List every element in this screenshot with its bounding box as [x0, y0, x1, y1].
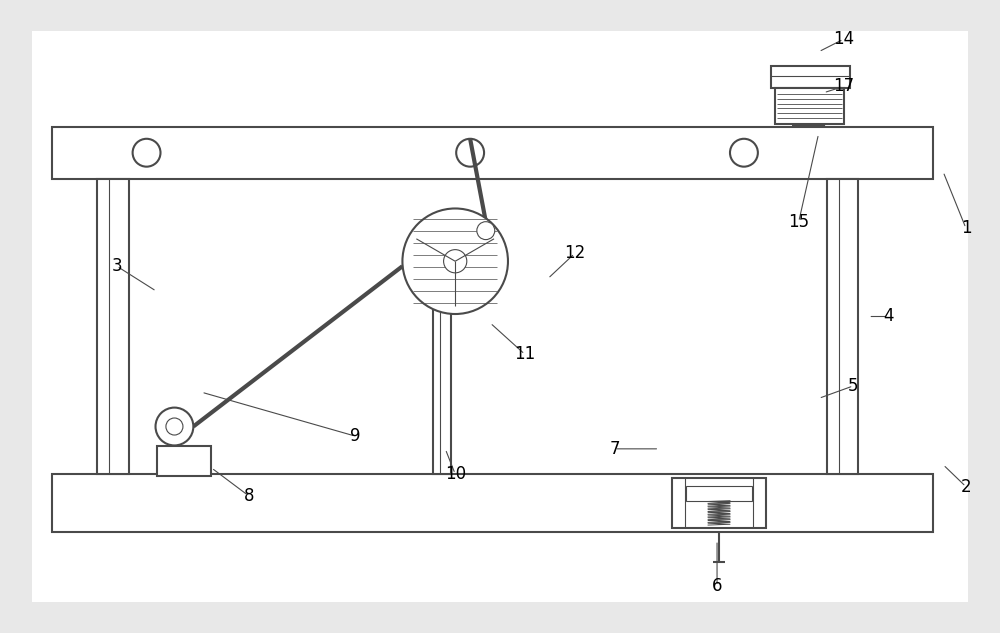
Bar: [771, 66, 850, 88]
Bar: [97, 179, 129, 474]
Circle shape: [402, 208, 508, 314]
Circle shape: [166, 418, 183, 435]
Text: 10: 10: [445, 465, 466, 483]
Bar: [686, 486, 752, 501]
Text: 3: 3: [111, 257, 122, 275]
Circle shape: [444, 249, 467, 273]
Bar: [52, 474, 933, 532]
Circle shape: [477, 222, 495, 240]
Bar: [827, 179, 858, 474]
Text: 5: 5: [848, 377, 859, 395]
Circle shape: [456, 139, 484, 166]
Text: 14: 14: [833, 30, 854, 48]
Text: 7: 7: [609, 440, 620, 458]
Text: 15: 15: [788, 213, 809, 231]
Text: 6: 6: [712, 577, 722, 595]
Text: 2: 2: [961, 478, 971, 496]
Text: 9: 9: [350, 427, 361, 445]
Bar: [52, 127, 933, 179]
Text: 17: 17: [833, 77, 854, 96]
Bar: [672, 479, 766, 528]
Text: 8: 8: [244, 487, 254, 505]
Text: 4: 4: [883, 308, 894, 325]
Circle shape: [730, 139, 758, 166]
Bar: [433, 248, 451, 474]
Circle shape: [133, 139, 160, 166]
Bar: [775, 88, 844, 124]
Text: 1: 1: [961, 219, 971, 237]
Text: 11: 11: [514, 346, 536, 363]
Circle shape: [156, 408, 193, 446]
Text: 12: 12: [564, 244, 585, 263]
Bar: [157, 446, 211, 476]
